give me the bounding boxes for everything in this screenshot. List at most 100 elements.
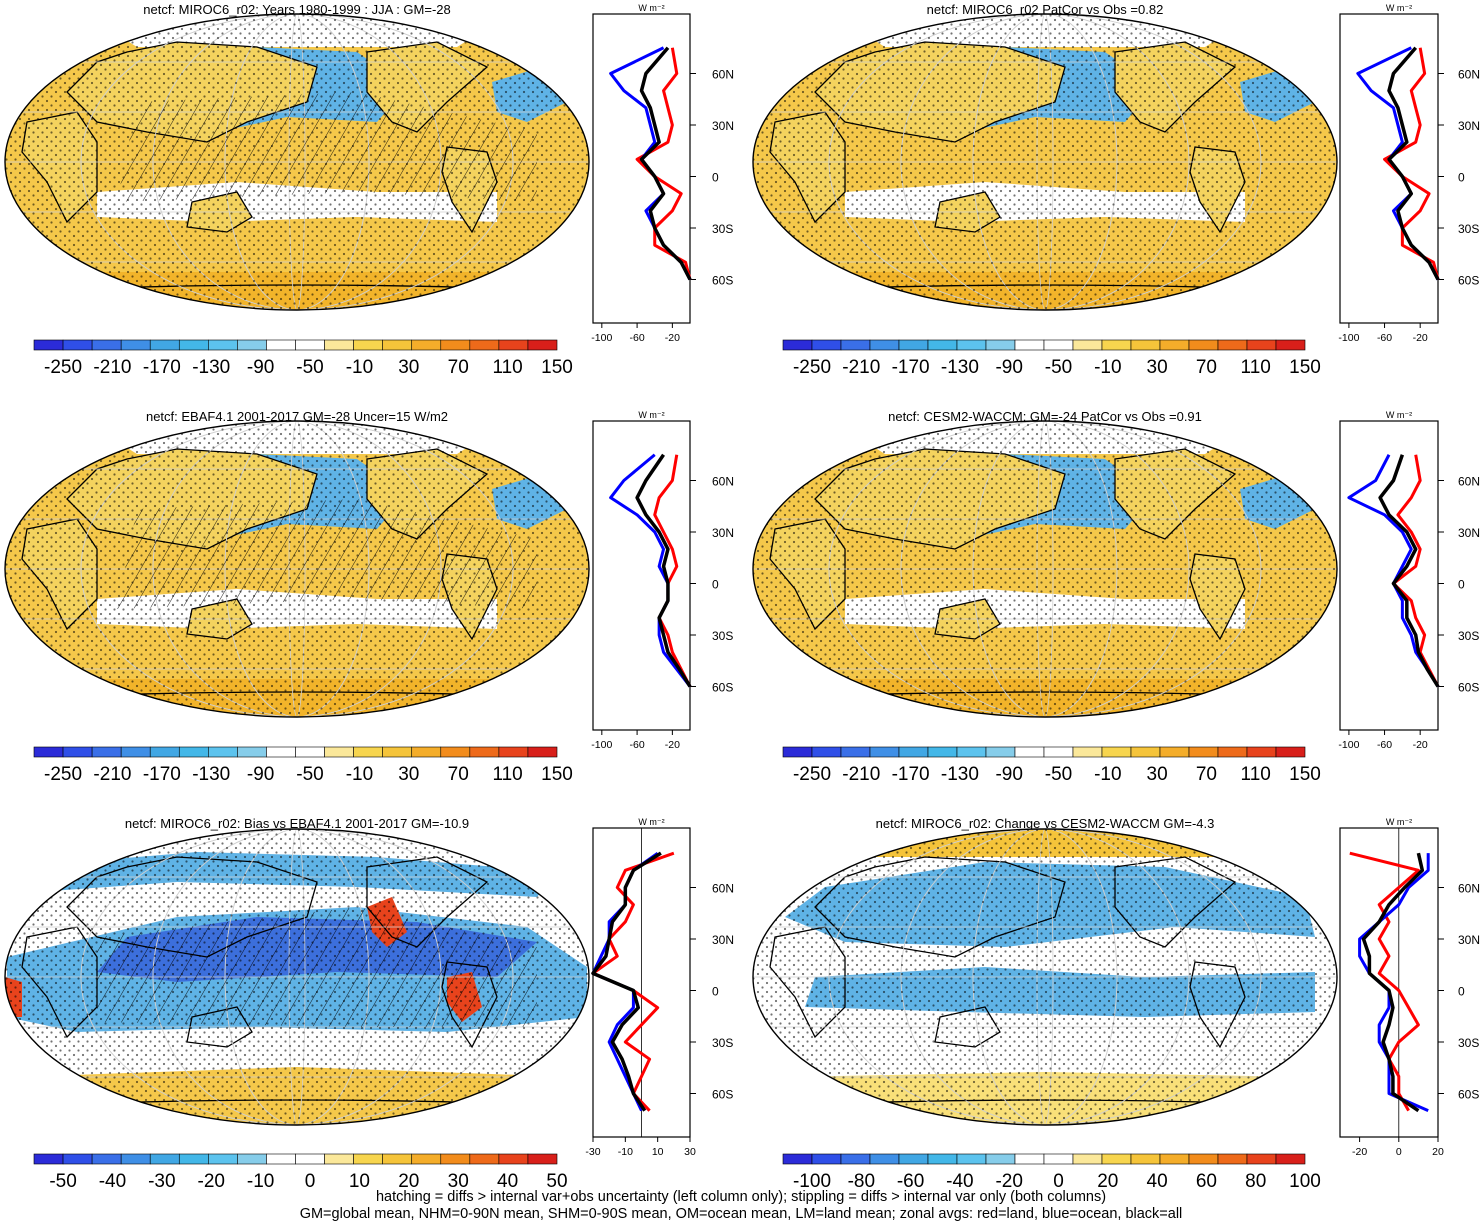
colorbar-swatch	[411, 339, 442, 351]
colorbar-swatch	[33, 339, 64, 351]
colorbar-swatch	[178, 746, 209, 758]
zonal-xtick-label: -100	[591, 739, 612, 751]
colorbar-swatch	[178, 339, 209, 351]
colorbar-swatch	[149, 339, 180, 351]
zonal-line-ocean	[1356, 46, 1440, 281]
zonal-unit-label: W m⁻²	[1386, 817, 1412, 827]
colorbar-swatch	[324, 1153, 354, 1165]
colorbar-swatch	[956, 1153, 987, 1165]
colorbar-swatch	[237, 1153, 267, 1165]
zonal-xtick-label: -30	[585, 1146, 600, 1158]
colorbar-label: 110	[1241, 357, 1271, 378]
colorbar-label: 40	[1147, 1171, 1168, 1192]
colorbar-label: 50	[546, 1171, 567, 1192]
colorbar-label: -90	[995, 764, 1022, 785]
colorbar-swatch	[1014, 1153, 1045, 1165]
zonal-line-all	[1387, 46, 1440, 281]
colorbar-label: -210	[842, 357, 880, 378]
colorbar-swatch	[411, 746, 442, 758]
zonal-xtick-label: -100	[591, 332, 612, 344]
zonal-line-all	[591, 851, 662, 1112]
zonal-line-land	[653, 454, 692, 688]
hatching	[117, 499, 537, 609]
panel-p1: netcf: MIROC6_r02: Years 1980-1999 : JJA…	[4, 2, 734, 378]
colorbar-swatch	[1188, 339, 1219, 351]
colorbar-swatch	[91, 1153, 122, 1165]
colorbar-label: -20	[198, 1171, 225, 1192]
colorbar-swatch	[208, 339, 238, 351]
zonal-lat-label: 0	[712, 578, 719, 592]
colorbar-swatch	[295, 746, 325, 758]
colorbar-label: 20	[398, 1171, 419, 1192]
colorbar-label: -80	[848, 1171, 875, 1192]
zonal-lat-label: 0	[712, 985, 719, 999]
colorbar-label: -130	[941, 764, 979, 785]
zonal-unit-label: W m⁻²	[638, 3, 664, 13]
zonal-xtick-label: -10	[618, 1146, 633, 1158]
zonal-lat-label: 30N	[712, 933, 734, 947]
colorbar-label: -170	[892, 357, 930, 378]
colorbar-swatch	[498, 1153, 529, 1165]
colorbar-label: -130	[941, 357, 979, 378]
colorbar-label: 70	[1196, 357, 1217, 378]
colorbar-swatch	[1188, 1153, 1219, 1165]
colorbar-swatch	[985, 746, 1016, 758]
colorbar-label: 30	[1147, 764, 1168, 785]
colorbar-swatch	[840, 339, 871, 351]
colorbar-swatch	[927, 339, 958, 351]
zonal-line-ocean	[609, 453, 692, 688]
colorbar-swatch	[353, 1153, 383, 1165]
panel-p5: netcf: MIROC6_r02: Bias vs EBAF4.1 2001-…	[4, 816, 734, 1192]
zonal-line-land	[1383, 47, 1440, 280]
hatching	[117, 92, 537, 202]
colorbar-label: 100	[1289, 1171, 1321, 1192]
stippling	[753, 421, 1337, 717]
colorbar-label: -10	[1094, 764, 1121, 785]
map-border	[4, 420, 590, 718]
colorbar-swatch	[927, 1153, 958, 1165]
zonal-xtick-label: -60	[1377, 739, 1392, 751]
colorbar-swatch	[1275, 1153, 1306, 1165]
colorbar-label: -210	[93, 357, 131, 378]
colorbar-swatch	[985, 339, 1016, 351]
colorbar-swatch	[1014, 746, 1045, 758]
zonal-plot-frame	[1339, 420, 1439, 731]
colorbar-swatch	[1043, 339, 1074, 351]
zonal-lat-label: 60N	[1458, 882, 1480, 896]
colorbar-swatch	[353, 746, 383, 758]
colorbar-swatch	[527, 339, 558, 351]
colorbar-swatch	[324, 746, 354, 758]
zonal-plot-frame	[1339, 13, 1439, 324]
zonal-lat-label: 60N	[712, 882, 734, 896]
colorbar-swatch	[266, 1153, 296, 1165]
colorbar-swatch	[840, 1153, 871, 1165]
colorbar-label: -50	[1045, 764, 1072, 785]
colorbar-swatch	[782, 339, 813, 351]
zonal-lat-label: 60N	[1458, 475, 1480, 489]
colorbar-swatch	[1101, 746, 1132, 758]
colorbar-label: -30	[148, 1171, 175, 1192]
colorbar-swatch	[1072, 1153, 1103, 1165]
colorbar-label: -170	[892, 764, 930, 785]
map-field	[5, 829, 589, 1125]
colorbar-label: 30	[398, 764, 419, 785]
colorbar-swatch	[33, 746, 64, 758]
zonal-unit-label: W m⁻²	[638, 817, 664, 827]
colorbar-label: -50	[296, 357, 323, 378]
colorbar-swatch	[266, 746, 296, 758]
colorbar-swatch	[469, 1153, 500, 1165]
colorbar-swatch	[527, 1153, 558, 1165]
zonal-line-all	[1361, 852, 1425, 1113]
colorbar-label: -10	[247, 1171, 274, 1192]
colorbar-swatch	[62, 339, 93, 351]
zonal-lat-label: 60N	[712, 68, 734, 82]
zonal-xtick-label: 10	[652, 1146, 664, 1158]
colorbar-label: -90	[247, 764, 274, 785]
colorbar-swatch	[469, 339, 500, 351]
footer-line-2: GM=global mean, NHM=0-90N mean, SHM=0-90…	[300, 1206, 1183, 1221]
colorbar-swatch	[1217, 1153, 1248, 1165]
zonal-xtick-label: -100	[1338, 739, 1359, 751]
colorbar-swatch	[62, 1153, 93, 1165]
colorbar-label: -250	[793, 764, 831, 785]
